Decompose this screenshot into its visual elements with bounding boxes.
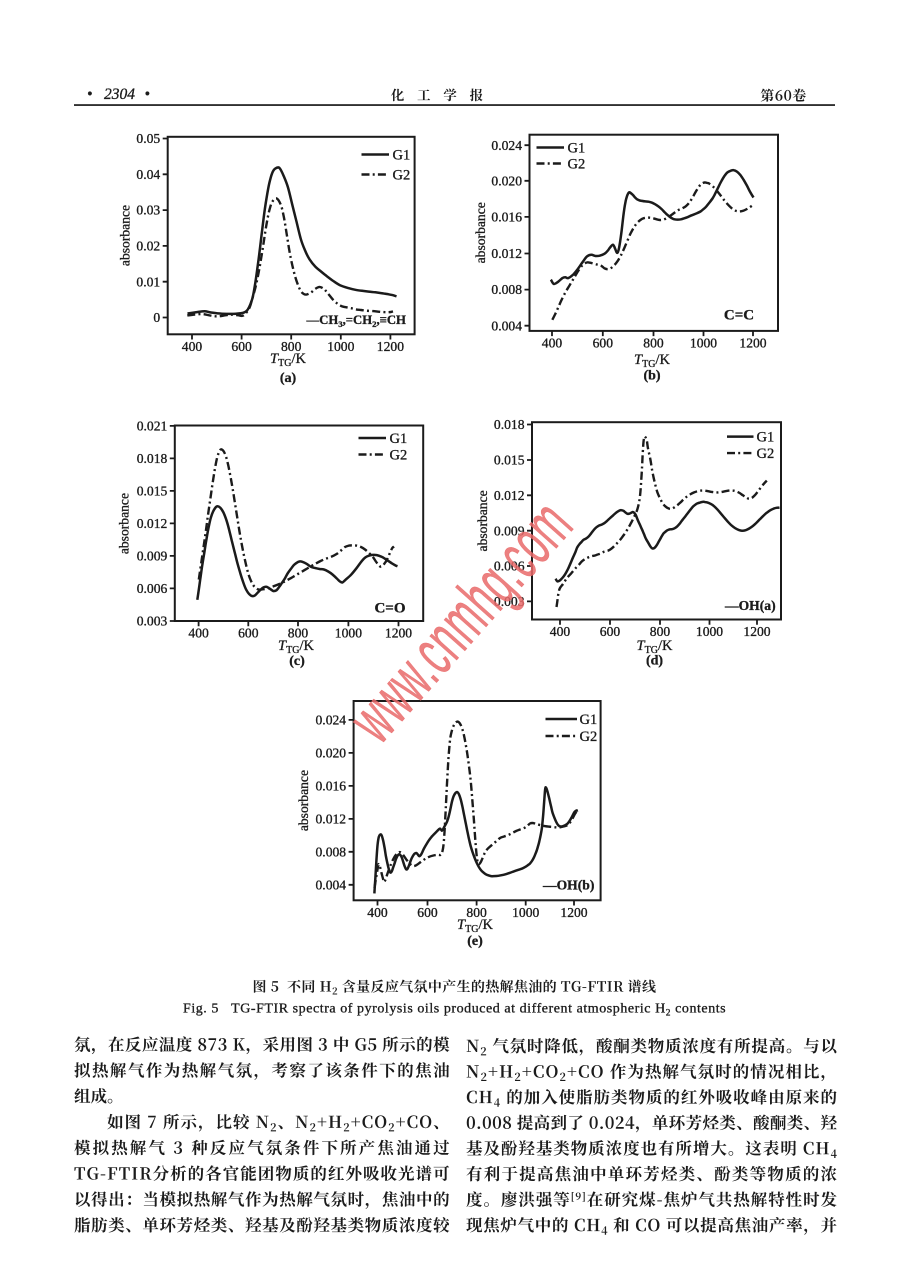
svg-text:400: 400 [367,905,388,920]
svg-text:0.009: 0.009 [137,549,168,564]
svg-text:800: 800 [650,624,671,639]
svg-text:1000: 1000 [690,335,717,350]
svg-text:0.020: 0.020 [491,173,522,188]
svg-text:1200: 1200 [385,626,412,641]
svg-text:0.020: 0.020 [316,746,347,761]
svg-text:0.015: 0.015 [137,484,168,499]
svg-text:1000: 1000 [696,624,723,639]
svg-text:800: 800 [466,905,487,920]
svg-text:absorbance: absorbance [475,490,490,551]
svg-text:0.004: 0.004 [491,318,522,333]
svg-text:0: 0 [153,310,160,325]
svg-text:0.004: 0.004 [316,877,347,892]
svg-text:•2304•: • 2304 • [87,86,150,103]
svg-text:600: 600 [231,339,252,354]
svg-text:0.03: 0.03 [136,203,160,218]
svg-text:800: 800 [281,339,302,354]
svg-text:600: 600 [600,624,621,639]
svg-text:0.016: 0.016 [316,779,347,794]
svg-text:(b): (b) [643,369,660,384]
svg-text:0.018: 0.018 [494,417,525,432]
svg-text:0.012: 0.012 [316,812,347,827]
svg-text:G2: G2 [390,448,408,464]
svg-text:G2: G2 [568,157,586,173]
svg-text:absorbance: absorbance [296,770,311,831]
svg-text:800: 800 [643,335,664,350]
svg-text:1200: 1200 [377,339,404,354]
svg-text:0.01: 0.01 [136,274,160,289]
svg-text:400: 400 [542,335,563,350]
svg-text:G1: G1 [580,712,598,728]
svg-text:0.003: 0.003 [494,594,525,609]
svg-text:absorbance: absorbance [118,205,133,266]
svg-text:0.003: 0.003 [137,614,168,629]
svg-text:600: 600 [238,626,259,641]
svg-text:G1: G1 [568,141,586,157]
svg-text:absorbance: absorbance [473,202,488,263]
svg-text:TTG/K: TTG/K [270,351,306,369]
svg-text:TTG/K: TTG/K [634,352,670,370]
svg-text:0.012: 0.012 [491,246,522,261]
svg-text:G1: G1 [393,148,411,164]
svg-text:400: 400 [188,626,209,641]
svg-text:G1: G1 [390,431,408,447]
svg-text:0.02: 0.02 [136,239,160,254]
svg-text:1000: 1000 [335,626,362,641]
svg-text:0.04: 0.04 [136,167,160,182]
svg-text:0.006: 0.006 [137,581,168,596]
svg-text:600: 600 [417,905,438,920]
svg-text:0.024: 0.024 [316,713,347,728]
svg-text:—CH3,⁠=CH2,≡CH: —CH3,⁠=CH2,≡CH [306,313,407,329]
svg-text:0.016: 0.016 [491,210,522,225]
svg-text:0.05: 0.05 [136,131,160,146]
svg-text:400: 400 [550,624,571,639]
svg-text:0.015: 0.015 [494,453,525,468]
svg-text:1200: 1200 [743,624,770,639]
svg-text:G2: G2 [393,168,411,184]
svg-text:0.018: 0.018 [137,451,168,466]
svg-text:—OH(a): —OH(a) [724,598,776,614]
svg-text:1200: 1200 [560,905,587,920]
svg-text:TTG/K: TTG/K [278,638,314,656]
svg-text:0.006: 0.006 [494,559,525,574]
svg-text:0.009: 0.009 [494,523,525,538]
svg-text:600: 600 [593,335,614,350]
svg-text:400: 400 [182,339,203,354]
svg-text:(a): (a) [280,371,297,386]
svg-text:(d): (d) [646,654,663,669]
svg-text:G2: G2 [757,446,775,462]
svg-text:(e): (e) [467,934,483,949]
svg-text:(c): (c) [289,654,305,669]
svg-text:0.012: 0.012 [137,516,168,531]
svg-text:0.024: 0.024 [491,138,522,153]
svg-text:absorbance: absorbance [117,493,132,554]
svg-text:TTG/K: TTG/K [457,917,493,935]
svg-text:C=O: C=O [374,601,405,617]
svg-text:TTG/K: TTG/K [637,638,673,656]
svg-text:C=C: C=C [724,308,754,324]
svg-text:Fig. 5 TG-FTIR spectra of py: Fig. 5 TG-FTIR spectra of pyrolysis oils… [183,1002,726,1019]
svg-text:0.012: 0.012 [494,488,525,503]
svg-text:1000: 1000 [512,905,539,920]
svg-text:1000: 1000 [327,339,354,354]
svg-text:800: 800 [288,626,309,641]
svg-text:G2: G2 [580,729,598,745]
svg-text:1200: 1200 [739,335,766,350]
svg-text:0.008: 0.008 [316,844,347,859]
svg-text:0.008: 0.008 [491,282,522,297]
svg-text:G1: G1 [757,430,775,446]
svg-text:0.021: 0.021 [137,419,168,434]
svg-text:—OH(b): —OH(b) [542,878,594,894]
